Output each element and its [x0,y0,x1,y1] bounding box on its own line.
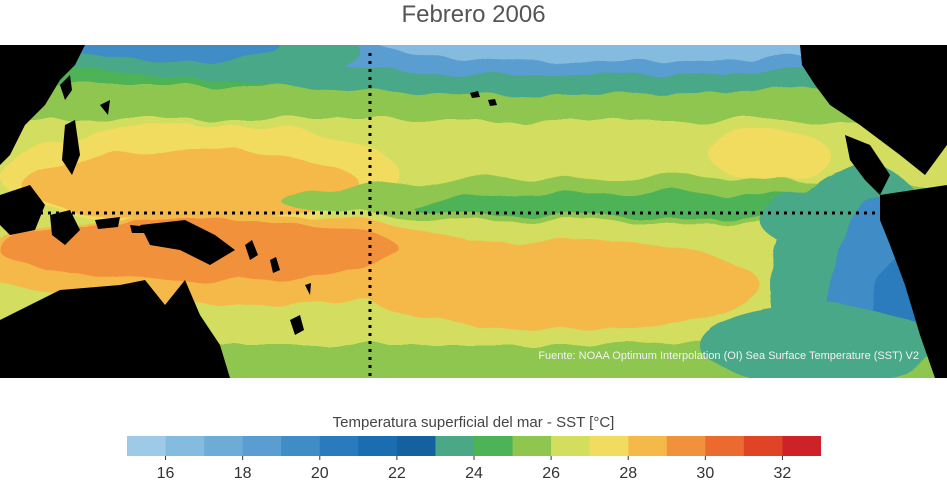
colorbar-swatch [358,436,398,456]
colorbar-tick-label: 32 [774,465,792,480]
colorbar-swatch [705,436,745,456]
central-america [845,135,890,195]
south-america [880,185,947,378]
colorbar-tick-label: 26 [542,465,560,480]
sst-colorbar: 16 18 20 22 24 26 28 30 32 [127,436,821,480]
colorbar-tick-label: 24 [465,465,483,480]
asia-mainland [0,45,85,165]
map-title: Febrero 2006 [401,1,546,28]
hawaii [470,91,497,106]
colorbar-swatch [204,436,243,456]
colorbar-tick-label: 28 [619,465,637,480]
colorbar-swatch [319,436,359,456]
colorbar-tick-label: 20 [311,465,329,480]
indonesia-islands [50,210,150,245]
colorbar-label: Temperatura superficial del mar - SST [°… [332,414,615,431]
colorbar-swatch [242,436,282,456]
colorbar-swatch [551,436,590,456]
colorbar-swatch [435,436,475,456]
colorbar-tick-label: 18 [234,465,252,480]
land-masses [0,45,947,378]
north-america [800,45,947,175]
colorbar-tick-label: 16 [157,465,175,480]
colorbar-swatch [281,436,321,456]
colorbar-tick-label: 22 [388,465,406,480]
colorbar-swatch [474,436,513,456]
pacific-islands [245,240,311,335]
colorbar-swatch [589,436,629,456]
japan-islands [60,75,110,115]
colorbar-swatch [743,436,783,456]
colorbar-swatch [127,436,166,456]
source-note: Fuente: NOAA Optimum Interpolation (OI) … [538,350,919,362]
colorbar-swatch [782,436,821,456]
philippines [62,120,80,175]
colorbar-swatch [628,436,668,456]
new-guinea [140,220,235,265]
colorbar-swatch [396,436,436,456]
colorbar-tick-label: 30 [696,465,714,480]
borneo [0,185,45,235]
sst-map [0,45,947,378]
australia [0,280,230,378]
reference-lines [0,53,880,378]
colorbar-swatch [512,436,552,456]
caribbean-islands [890,105,940,127]
colorbar-swatch [165,436,205,456]
colorbar-swatch [666,436,706,456]
